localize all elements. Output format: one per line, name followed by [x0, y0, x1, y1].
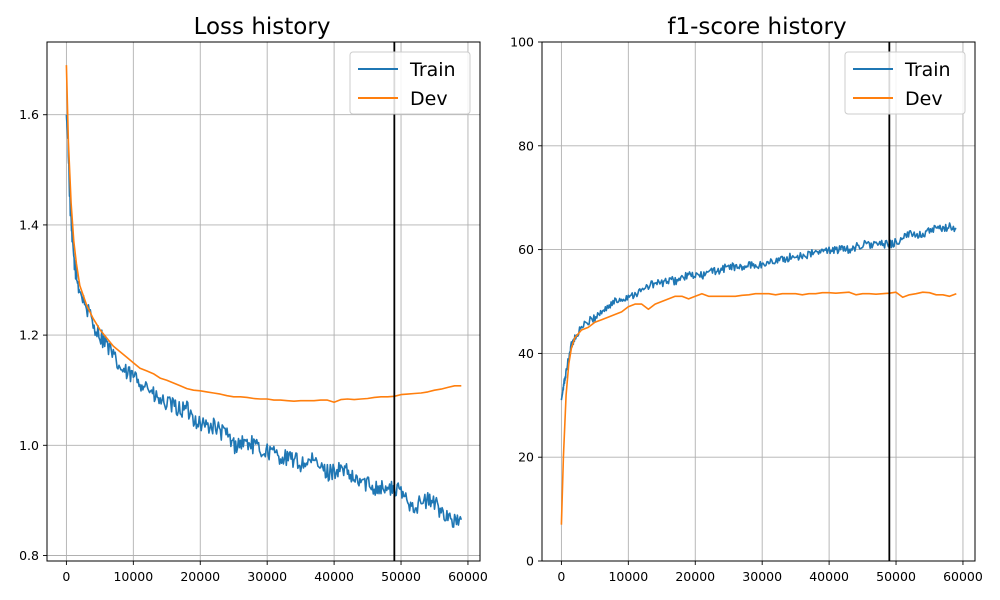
x-tick-label: 0 — [557, 569, 565, 584]
y-tick-label: 1.4 — [19, 217, 39, 232]
loss-chart-legend-dev-label: Dev — [410, 88, 448, 110]
x-tick-label: 40000 — [809, 569, 849, 584]
loss-chart-title: Loss history — [194, 14, 331, 40]
x-tick-label: 20000 — [675, 569, 715, 584]
x-tick-label: 60000 — [448, 569, 488, 584]
f1-chart: f1-score history 0 10000 20000 30000 40000 50… — [510, 14, 983, 584]
x-tick-label: 30000 — [247, 569, 287, 584]
x-tick-label: 10000 — [608, 569, 648, 584]
f1-chart-series-train-line — [560, 222, 957, 401]
loss-chart-frame — [46, 41, 481, 562]
loss-chart-series-train-line — [65, 114, 463, 528]
x-tick-label: 10000 — [113, 569, 153, 584]
y-tick-label: 0.8 — [19, 548, 39, 563]
x-tick-label: 20000 — [180, 569, 220, 584]
x-tick-label: 50000 — [381, 569, 421, 584]
f1-chart-title: f1-score history — [667, 14, 846, 40]
loss-chart-y-axis: 0.8 1.0 1.2 1.4 1.6 — [19, 107, 47, 563]
f1-chart-y-axis: 0 20 40 60 80 100 — [510, 35, 542, 569]
loss-chart: Loss history 0 10000 20000 30000 40000 50000 6… — [19, 14, 488, 584]
f1-chart-legend-dev-label: Dev — [905, 88, 943, 110]
y-tick-label: 1.2 — [19, 328, 39, 343]
f1-chart-frame — [541, 41, 976, 562]
x-tick-label: 30000 — [742, 569, 782, 584]
loss-chart-series-dev-line — [65, 65, 462, 404]
y-tick-label: 1.0 — [19, 438, 39, 453]
f1-chart-legend: Train Dev — [844, 51, 966, 115]
loss-chart-legend: Train Dev — [349, 51, 471, 115]
x-tick-label: 40000 — [314, 569, 354, 584]
f1-chart-x-axis: 0 10000 20000 30000 40000 50000 60000 — [557, 561, 983, 584]
f1-chart-series-dev-line — [560, 291, 957, 525]
loss-chart-legend-train-label: Train — [409, 59, 456, 81]
y-tick-label: 1.6 — [19, 107, 39, 122]
y-tick-label: 100 — [510, 35, 534, 50]
x-tick-label: 0 — [62, 569, 70, 584]
y-tick-label: 40 — [518, 346, 534, 361]
y-tick-label: 20 — [518, 450, 534, 465]
f1-chart-legend-train-label: Train — [904, 59, 951, 81]
x-tick-label: 60000 — [943, 569, 983, 584]
loss-chart-grid — [47, 42, 480, 561]
loss-chart-series — [65, 65, 463, 528]
y-tick-label: 0 — [526, 554, 534, 569]
loss-chart-x-axis: 0 10000 20000 30000 40000 50000 60000 — [62, 561, 488, 584]
y-tick-label: 80 — [518, 138, 534, 153]
x-tick-label: 50000 — [876, 569, 916, 584]
f1-chart-series — [560, 222, 957, 525]
f1-chart-grid — [542, 41, 975, 562]
y-tick-label: 60 — [518, 242, 534, 257]
